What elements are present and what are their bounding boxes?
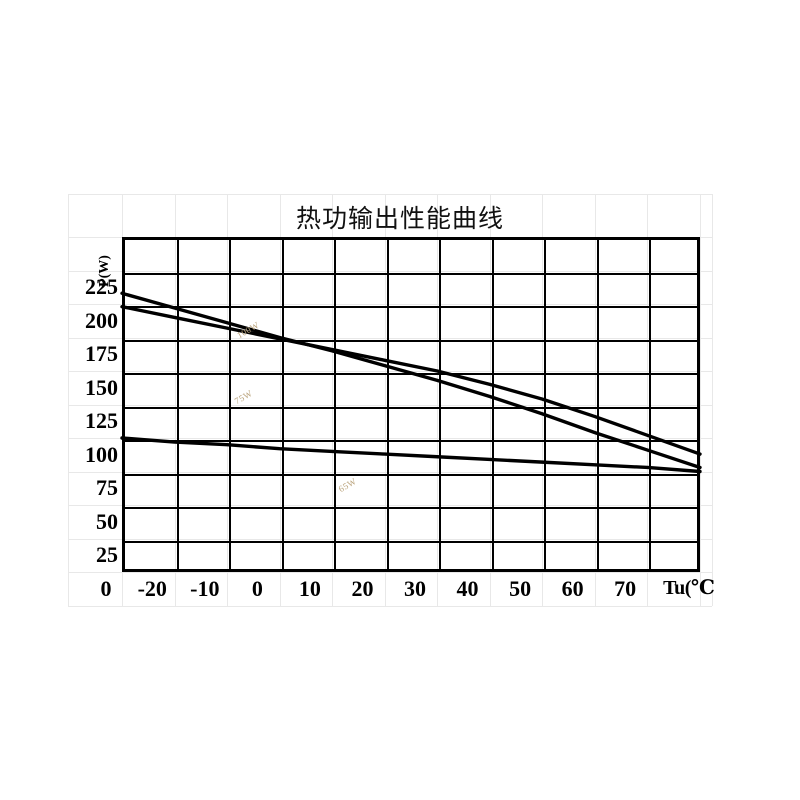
sheet-gridline	[332, 194, 333, 606]
y-tick-label: 100	[85, 442, 118, 467]
sheet-gridline	[490, 194, 491, 606]
sheet-gridline	[385, 194, 386, 606]
sheet-gridline	[68, 371, 712, 372]
sheet-gridline	[175, 194, 176, 606]
x-tick-label: -20	[137, 576, 167, 601]
chart-title: 热功输出性能曲线	[295, 204, 504, 233]
plot-gridline-horizontal	[125, 540, 697, 543]
y-tick-label: 25	[96, 542, 118, 567]
plot-gridline-horizontal	[125, 272, 697, 275]
sheet-gridline	[68, 472, 712, 473]
x-tick-label: 30	[404, 576, 426, 601]
x-axis-tick-labels: 0 -20 -10 0 10 20 30 40 50 60 70 Tu(℃	[0, 578, 800, 608]
x-tick-label: 50	[509, 576, 532, 601]
y-tick-label: 125	[85, 408, 118, 433]
sheet-gridline	[68, 606, 712, 607]
y-tick-label: 225	[85, 274, 118, 299]
curve-100w	[120, 291, 702, 470]
sheet-gridline	[68, 539, 712, 540]
x-axis-label: Tu(℃	[663, 577, 715, 599]
plot-gridline-vertical	[491, 240, 494, 569]
plot-gridline-horizontal	[125, 306, 697, 308]
sheet-gridline	[437, 194, 438, 606]
sheet-gridline	[68, 338, 712, 339]
plot-gridline-vertical	[334, 240, 337, 569]
plot-gridline-vertical	[596, 240, 599, 569]
chart-plot-area	[122, 237, 700, 572]
sheet-gridline	[647, 194, 648, 606]
sheet-gridline	[595, 194, 596, 606]
plot-gridline-horizontal	[125, 507, 697, 509]
plot-gridline-vertical	[544, 240, 547, 569]
sheet-gridline	[68, 271, 712, 272]
plot-gridline-vertical	[281, 240, 284, 569]
sheet-gridline	[68, 572, 712, 573]
sheet-gridline	[68, 304, 712, 305]
y-tick-label: 175	[85, 341, 118, 366]
x-tick-label: 10	[298, 576, 321, 601]
sheet-gridline	[227, 194, 228, 606]
sheet-gridline	[68, 438, 712, 439]
sheet-gridline	[700, 194, 701, 606]
x-tick-label: 20	[351, 576, 374, 601]
plot-gridline-vertical	[229, 240, 232, 569]
chart-curves	[120, 291, 702, 474]
plot-gridline-vertical	[649, 240, 652, 569]
plot-gridline-horizontal	[125, 473, 697, 476]
y-tick-label: 200	[85, 308, 118, 333]
sheet-gridline	[712, 194, 713, 606]
y-tick-label: 75	[96, 475, 118, 500]
curve-65w	[120, 436, 702, 474]
x-tick-label: 0	[251, 576, 263, 601]
x-tick-label: -10	[190, 576, 220, 601]
x-tick-label: 0	[100, 576, 112, 601]
plot-gridline-vertical	[439, 240, 442, 569]
plot-gridline-horizontal	[125, 339, 697, 342]
y-tick-label: 150	[85, 375, 118, 400]
plot-gridline-horizontal	[125, 406, 697, 409]
curve-75w	[120, 304, 702, 456]
sheet-gridline	[68, 194, 69, 606]
sheet-gridline	[280, 194, 281, 606]
plot-gridline-vertical	[176, 240, 179, 569]
x-tick-label: 70	[614, 576, 637, 601]
plot-gridline-horizontal	[125, 440, 697, 442]
plot-gridline-vertical	[386, 240, 389, 569]
y-tick-label: 50	[96, 509, 118, 534]
sheet-gridline	[68, 405, 712, 406]
x-tick-label: 60	[561, 576, 584, 601]
sheet-gridline	[68, 505, 712, 506]
x-tick-label: 40	[456, 576, 479, 601]
sheet-gridline	[68, 194, 712, 195]
y-axis-tick-labels: 225 200 175 150 125 100 75 50 25	[56, 0, 118, 800]
